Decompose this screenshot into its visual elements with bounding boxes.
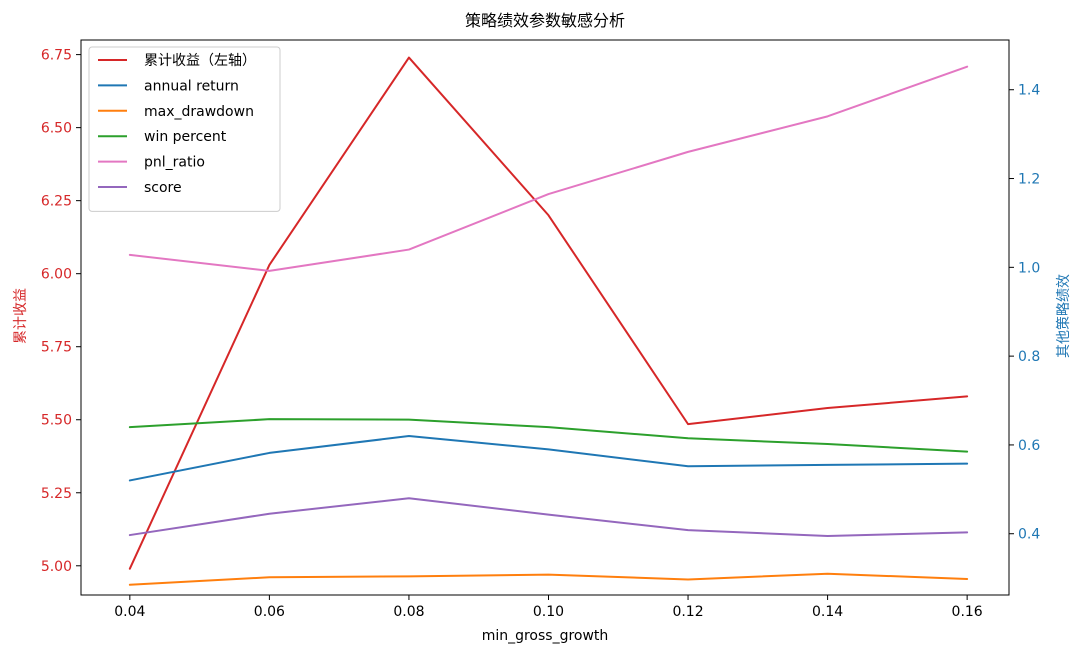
series-line-4 [128,65,969,272]
x-tick-label: 0.08 [393,604,424,620]
left-axis-label: 累计收益 [13,288,29,344]
x-tick-label: 0.04 [114,604,145,620]
x-tick-label: 0.12 [672,604,703,620]
x-tick-label: 0.06 [254,604,285,620]
left-tick-label: 6.50 [41,121,72,137]
right-tick-label: 0.6 [1018,438,1040,454]
right-tick-label: 0.4 [1018,527,1040,543]
left-tick-label: 6.75 [41,48,72,64]
right-tick-label: 1.2 [1018,172,1040,188]
legend-label-5: score [144,180,182,196]
left-tick-label: 5.00 [41,559,72,575]
legend-label-0: 累计收益（左轴） [144,53,256,69]
legend-label-4: pnl_ratio [144,155,205,171]
x-axis-label: min_gross_growth [482,628,609,644]
left-tick-label: 6.25 [41,194,72,210]
left-tick-label: 5.50 [41,413,72,429]
plot-frame [80,39,1010,596]
x-tick-label: 0.16 [952,604,983,620]
left-tick-label: 5.75 [41,340,72,356]
left-tick-label: 5.25 [41,486,72,502]
right-tick-label: 1.4 [1018,83,1040,99]
right-axis-label: 其他策略绩效 [1055,274,1072,358]
left-tick-label: 6.00 [41,267,72,283]
legend-box [88,46,281,212]
x-tick-label: 0.14 [812,604,843,620]
right-tick-label: 0.8 [1018,349,1040,365]
legend-label-1: annual return [144,78,239,94]
legend-label-2: max_drawdown [144,104,254,120]
series-line-3 [128,418,969,453]
chart-title: 策略绩效参数敏感分析 [465,11,625,30]
right-tick-label: 1.0 [1018,260,1040,276]
legend-label-3: win percent [144,129,227,145]
x-tick-label: 0.10 [533,604,564,620]
series-line-1 [128,435,969,482]
series-line-2 [128,572,969,586]
series-line-5 [128,497,969,537]
series-line-0 [128,56,969,570]
